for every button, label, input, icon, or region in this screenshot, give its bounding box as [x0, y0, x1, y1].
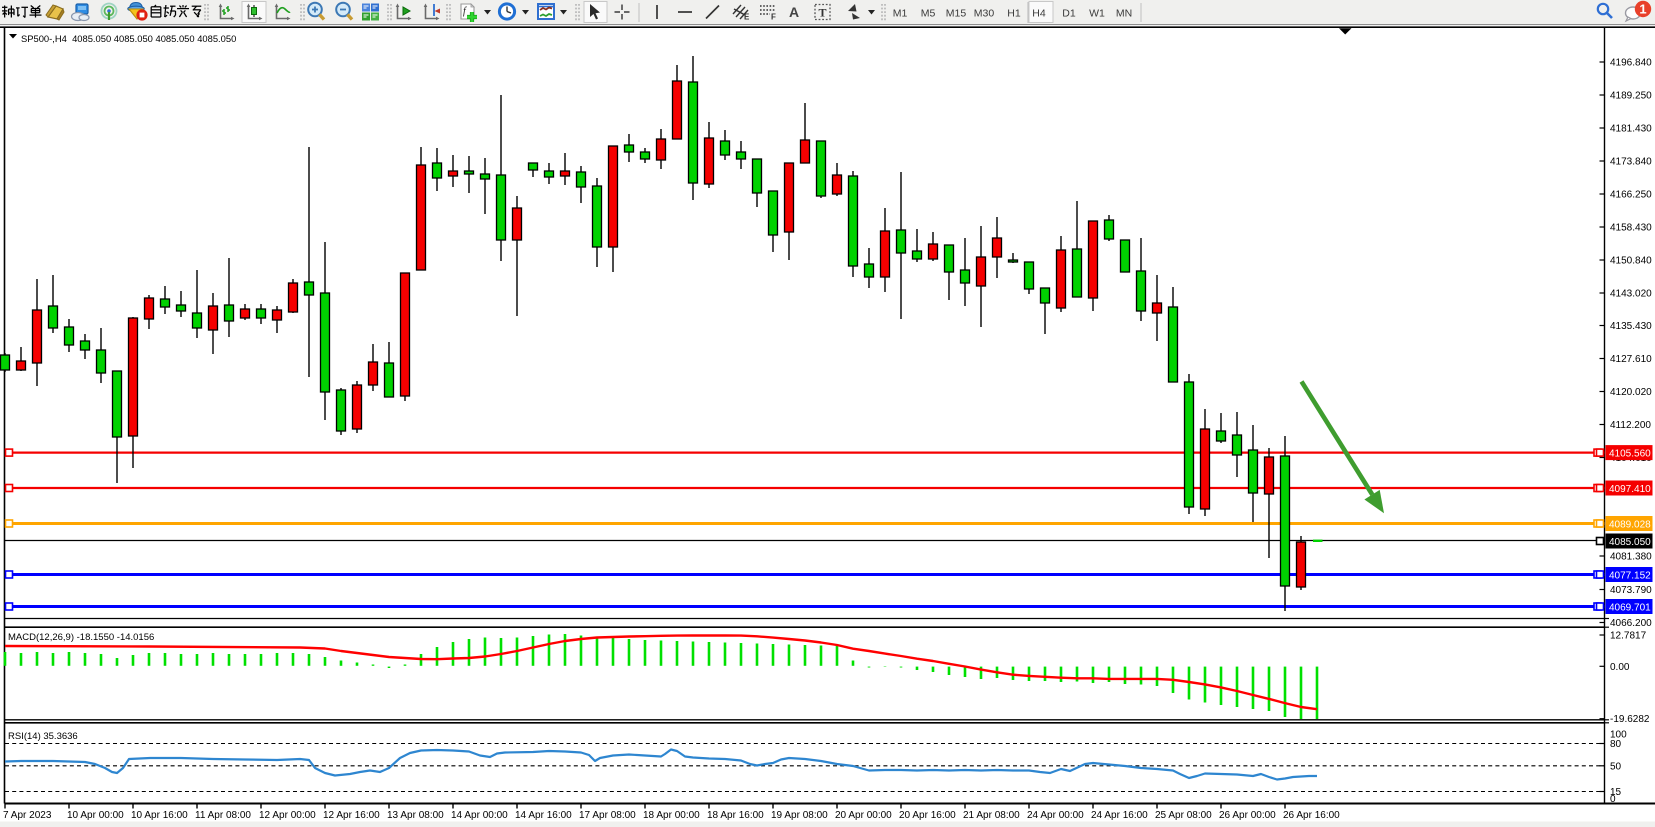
svg-text:4066.200: 4066.200: [1610, 618, 1652, 629]
svg-text:E: E: [744, 13, 750, 22]
svg-text:MACD(12,26,9) -18.1550 -14.015: MACD(12,26,9) -18.1550 -14.0156: [8, 632, 154, 643]
svg-text:25 Apr 08:00: 25 Apr 08:00: [1155, 810, 1212, 821]
svg-text:4189.250: 4189.250: [1610, 91, 1652, 102]
svg-text:14 Apr 00:00: 14 Apr 00:00: [451, 810, 508, 821]
svg-text:21 Apr 08:00: 21 Apr 08:00: [963, 810, 1020, 821]
svg-text:12 Apr 16:00: 12 Apr 16:00: [323, 810, 380, 821]
svg-text:18 Apr 16:00: 18 Apr 16:00: [707, 810, 764, 821]
svg-text:20 Apr 16:00: 20 Apr 16:00: [899, 810, 956, 821]
svg-text:F: F: [771, 13, 776, 22]
svg-text:4097.410: 4097.410: [1609, 484, 1651, 495]
svg-text:15: 15: [1610, 787, 1622, 798]
svg-text:80: 80: [1610, 739, 1622, 750]
svg-text:H1: H1: [1007, 8, 1021, 20]
svg-text:M5: M5: [921, 8, 936, 20]
svg-text:26 Apr 00:00: 26 Apr 00:00: [1219, 810, 1276, 821]
svg-text:M1: M1: [893, 8, 908, 20]
svg-text:4105.560: 4105.560: [1609, 449, 1651, 460]
svg-text:4112.200: 4112.200: [1610, 420, 1651, 431]
svg-text:4150.840: 4150.840: [1610, 256, 1652, 267]
svg-text:12 Apr 00:00: 12 Apr 00:00: [259, 810, 316, 821]
svg-text:W1: W1: [1089, 8, 1105, 20]
svg-text:14 Apr 16:00: 14 Apr 16:00: [515, 810, 572, 821]
svg-text:4120.020: 4120.020: [1610, 387, 1652, 398]
svg-text:M30: M30: [974, 8, 995, 20]
svg-text:24 Apr 16:00: 24 Apr 16:00: [1091, 810, 1148, 821]
svg-text:11 Apr 08:00: 11 Apr 08:00: [195, 810, 251, 821]
svg-text:4181.430: 4181.430: [1610, 124, 1652, 135]
svg-text:T: T: [819, 6, 827, 20]
svg-text:M15: M15: [946, 8, 967, 20]
svg-text:4085.050: 4085.050: [1609, 537, 1651, 548]
svg-text:4143.020: 4143.020: [1610, 289, 1652, 300]
svg-text:4081.380: 4081.380: [1610, 552, 1652, 563]
svg-text:MN: MN: [1116, 8, 1132, 20]
svg-text:17 Apr 08:00: 17 Apr 08:00: [579, 810, 636, 821]
svg-text:4069.701: 4069.701: [1609, 603, 1651, 614]
svg-text:7 Apr 2023: 7 Apr 2023: [3, 810, 52, 821]
svg-text:0.00: 0.00: [1610, 662, 1630, 673]
svg-text:4158.430: 4158.430: [1610, 223, 1652, 234]
svg-text:A: A: [789, 4, 799, 20]
svg-text:4077.152: 4077.152: [1609, 571, 1651, 582]
svg-text:20 Apr 00:00: 20 Apr 00:00: [835, 810, 892, 821]
svg-text:4127.610: 4127.610: [1610, 354, 1652, 365]
svg-text:10 Apr 16:00: 10 Apr 16:00: [131, 810, 188, 821]
svg-text:f: f: [463, 6, 467, 17]
svg-text:4166.250: 4166.250: [1610, 190, 1652, 201]
svg-text:RSI(14) 35.3636: RSI(14) 35.3636: [8, 731, 78, 742]
svg-text:H4: H4: [1032, 8, 1046, 20]
svg-text:100: 100: [1610, 730, 1627, 741]
svg-text:4073.790: 4073.790: [1610, 585, 1652, 596]
svg-text:50: 50: [1610, 761, 1622, 772]
svg-text:12.7817: 12.7817: [1610, 631, 1647, 642]
svg-text:19 Apr 08:00: 19 Apr 08:00: [771, 810, 828, 821]
svg-text:18 Apr 00:00: 18 Apr 00:00: [643, 810, 700, 821]
svg-text:24 Apr 00:00: 24 Apr 00:00: [1027, 810, 1084, 821]
svg-text:4173.840: 4173.840: [1610, 157, 1652, 168]
svg-text:1: 1: [1639, 2, 1646, 17]
svg-text:10 Apr 00:00: 10 Apr 00:00: [67, 810, 124, 821]
svg-text:4196.840: 4196.840: [1610, 58, 1652, 69]
svg-text:D1: D1: [1062, 8, 1076, 20]
svg-text:13 Apr 08:00: 13 Apr 08:00: [387, 810, 444, 821]
svg-text:4135.430: 4135.430: [1610, 321, 1652, 332]
svg-text:4089.028: 4089.028: [1609, 520, 1651, 531]
svg-text:0: 0: [1610, 794, 1616, 805]
svg-text:-19.6282: -19.6282: [1610, 714, 1650, 725]
svg-text:SP500-,H4 4085.050 4085.050 4: SP500-,H4 4085.050 4085.050 4085.050 408…: [21, 33, 236, 44]
svg-text:26 Apr 16:00: 26 Apr 16:00: [1283, 810, 1340, 821]
